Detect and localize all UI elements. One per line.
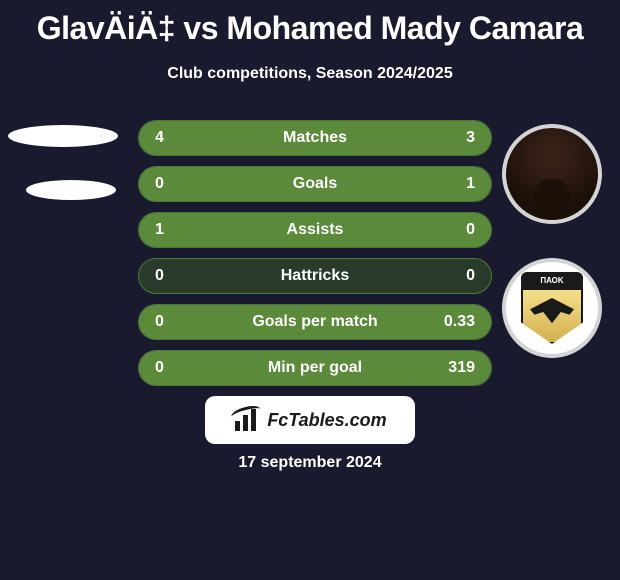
stat-right-value: 0 xyxy=(435,221,475,239)
stat-row: 0Min per goal319 xyxy=(138,350,492,386)
paok-crest-icon: ΠΑΟΚ xyxy=(521,272,583,344)
fctables-logo-icon xyxy=(233,409,261,431)
stat-label: Goals xyxy=(195,175,435,193)
footer-date: 17 september 2024 xyxy=(0,454,620,472)
stat-row: 0Hattricks0 xyxy=(138,258,492,294)
stat-right-value: 319 xyxy=(435,359,475,377)
crest-body xyxy=(521,290,583,344)
stat-row: 0Goals per match0.33 xyxy=(138,304,492,340)
stat-label: Assists xyxy=(195,221,435,239)
stat-left-value: 0 xyxy=(155,359,195,377)
stat-left-value: 0 xyxy=(155,175,195,193)
eagle-icon xyxy=(530,298,574,326)
stat-right-value: 1 xyxy=(435,175,475,193)
comparison-title: GlavÄiÄ‡ vs Mohamed Mady Camara xyxy=(0,0,620,47)
team-right-crest: ΠΑΟΚ xyxy=(502,258,602,358)
stat-label: Hattricks xyxy=(195,267,435,285)
crest-label: ΠΑΟΚ xyxy=(521,272,583,290)
stat-label: Goals per match xyxy=(195,313,435,331)
player-left-placeholder-1 xyxy=(8,125,118,147)
stat-left-value: 1 xyxy=(155,221,195,239)
stat-row: 1Assists0 xyxy=(138,212,492,248)
comparison-subtitle: Club competitions, Season 2024/2025 xyxy=(0,65,620,83)
stat-label: Min per goal xyxy=(195,359,435,377)
stat-left-value: 0 xyxy=(155,313,195,331)
stat-row: 0Goals1 xyxy=(138,166,492,202)
stats-table: 4Matches30Goals11Assists00Hattricks00Goa… xyxy=(138,120,492,396)
stat-row: 4Matches3 xyxy=(138,120,492,156)
fctables-badge[interactable]: FcTables.com xyxy=(205,396,415,444)
stat-left-value: 0 xyxy=(155,267,195,285)
stat-right-value: 3 xyxy=(435,129,475,147)
fctables-brand-text: FcTables.com xyxy=(267,410,386,431)
player-left-placeholder-2 xyxy=(26,180,116,200)
stat-right-value: 0 xyxy=(435,267,475,285)
stat-left-value: 4 xyxy=(155,129,195,147)
player-right-photo xyxy=(502,124,602,224)
stat-label: Matches xyxy=(195,129,435,147)
stat-right-value: 0.33 xyxy=(435,313,475,331)
